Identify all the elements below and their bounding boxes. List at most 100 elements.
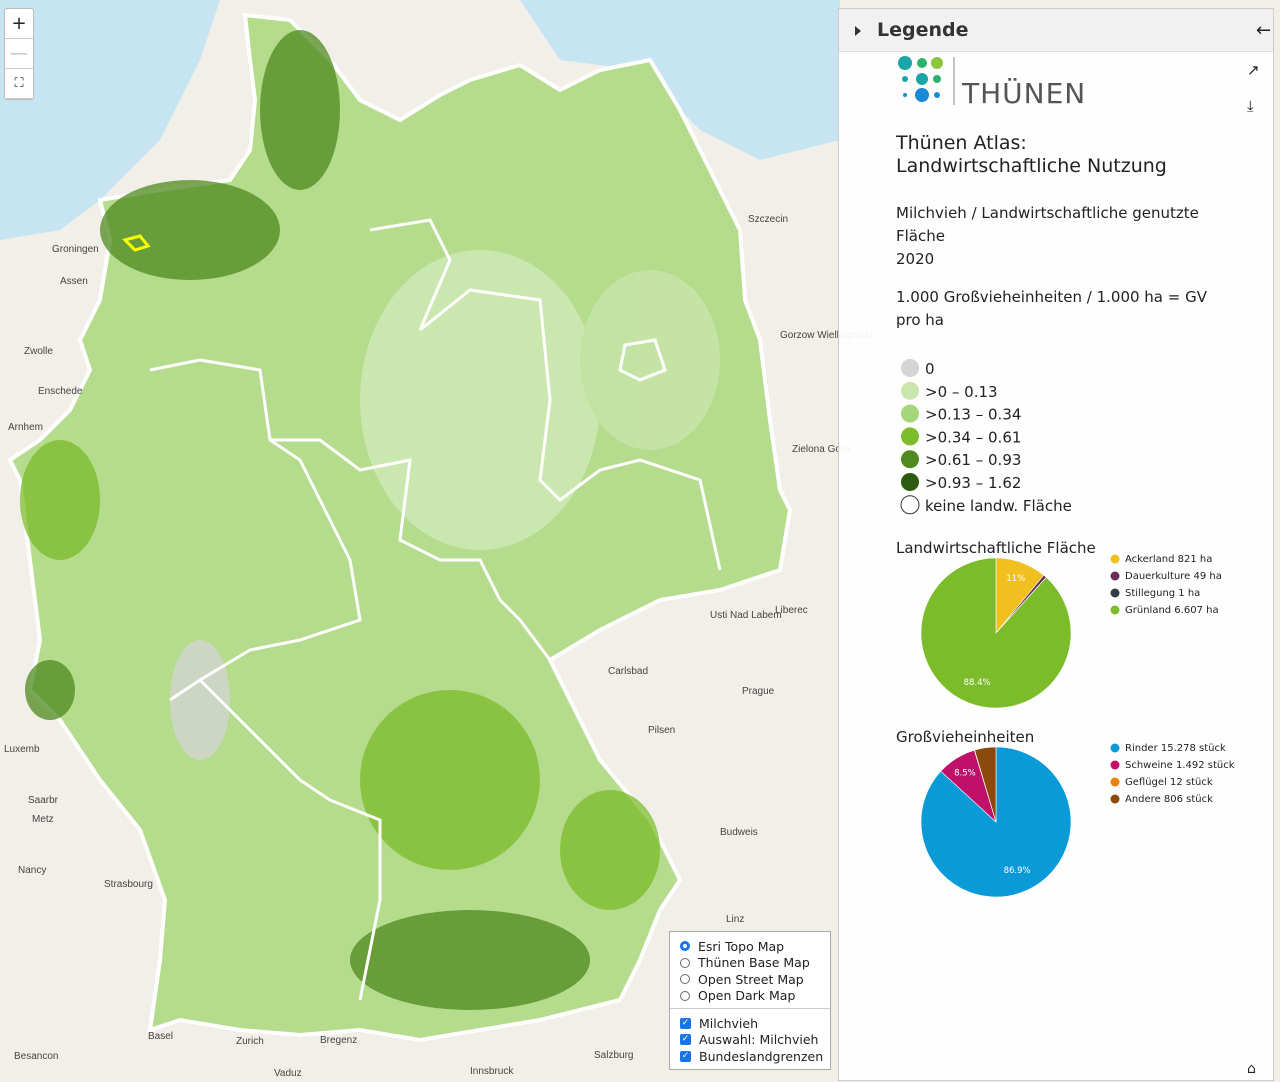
legend-entry: Rinder 15.278 stück	[1125, 743, 1226, 754]
toggle[interactable]: ✓	[680, 1050, 691, 1062]
toggle[interactable]: ✓	[680, 1017, 691, 1029]
legend-swatch	[1110, 794, 1120, 804]
home-icon[interactable]: ⌂	[1247, 1061, 1256, 1077]
legend-subtitle: Milchvieh / Landwirtschaftliche genutzte	[896, 204, 1199, 222]
legend-entry: Ackerland 821 ha	[1125, 554, 1212, 565]
pie-slice	[974, 746, 997, 823]
class-label: >0.61 – 0.93	[925, 451, 1021, 469]
place-label: Arnhem	[8, 422, 43, 433]
class-swatch	[900, 495, 920, 515]
legend-content: ← THÜNEN Thünen Atlas:Landwirtschaftlich…	[855, 20, 1271, 1077]
place-label: Luxemb	[4, 744, 40, 755]
download-icon[interactable]: ⤓	[1247, 97, 1254, 115]
legend-swatch	[1110, 588, 1120, 598]
toggle[interactable]	[680, 974, 690, 985]
class-swatch	[901, 427, 919, 446]
pie-slice	[920, 557, 1072, 709]
logo-dots	[898, 56, 955, 105]
place-label: Innsbruck	[470, 1066, 514, 1077]
class-swatch	[901, 381, 919, 400]
place-label: Basel	[148, 1031, 173, 1042]
layer-label: Esri Topo Map	[698, 938, 785, 954]
open-icon[interactable]: ↗	[1247, 61, 1260, 79]
layer-label: Thünen Base Map	[698, 955, 810, 971]
overlay-option[interactable]: ✓ Auswahl: Milchvieh	[670, 1032, 830, 1049]
class-label: >0 – 0.13	[925, 383, 998, 401]
legend-unit: pro ha	[896, 311, 944, 329]
toggle[interactable]: ✓	[680, 1034, 691, 1046]
place-label: Liberec	[775, 605, 808, 616]
place-label: Zwolle	[24, 346, 53, 357]
basemap-option[interactable]: Thünen Base Map	[670, 955, 830, 972]
slice-label: 8.5%	[954, 768, 976, 778]
place-label: Gorzow Wielkopolski	[780, 330, 873, 341]
separator	[670, 1008, 830, 1009]
class-label: 0	[925, 360, 935, 378]
place-label: Strasbourg	[104, 879, 153, 890]
place-label: Metz	[32, 814, 54, 825]
legend-entry: Grünland 6.607 ha	[1125, 605, 1219, 616]
toggle[interactable]	[680, 990, 690, 1001]
toggle[interactable]	[680, 957, 690, 968]
legend-swatch	[1110, 777, 1120, 787]
class-swatch	[901, 450, 919, 469]
collapse-arrow[interactable]	[855, 26, 861, 36]
place-label: Salzburg	[594, 1050, 633, 1061]
place-label: Usti Nad Labem	[710, 610, 782, 621]
place-label: Carlsbad	[608, 666, 648, 677]
legend-entry: Stillegung 1 ha	[1125, 588, 1200, 599]
basemap-option[interactable]: Esri Topo Map	[670, 938, 830, 955]
legend-entry: Andere 806 stück	[1125, 794, 1213, 805]
class-label: >0.34 – 0.61	[925, 428, 1021, 446]
close-arrow[interactable]: ←	[1256, 20, 1271, 41]
layer-label: Open Street Map	[698, 971, 804, 987]
class-label: >0.93 – 1.62	[925, 474, 1021, 492]
place-label: Vaduz	[274, 1068, 302, 1079]
legend-swatch	[1110, 605, 1120, 615]
class-swatch	[901, 404, 919, 423]
slice-label: 86.9%	[1004, 866, 1031, 876]
layer-label: Open Dark Map	[698, 988, 796, 1004]
legend-header[interactable]: Legende	[839, 9, 1273, 52]
sea	[0, 0, 840, 240]
basemap-option[interactable]: Open Dark Map	[670, 988, 830, 1005]
overlay-option[interactable]: ✓ Milchvieh	[670, 1015, 830, 1032]
zoom-out[interactable]: —	[5, 39, 33, 69]
legend-swatch	[1110, 743, 1120, 753]
legend-entry: Schweine 1.492 stück	[1125, 760, 1235, 771]
place-label: Nancy	[18, 865, 46, 876]
place-label: Besancon	[14, 1051, 58, 1062]
layer-label: Bundeslandgrenzen	[699, 1048, 824, 1064]
full-extent[interactable]: ⛶	[5, 69, 33, 99]
place-label: Szczecin	[748, 214, 788, 225]
place-label: Groningen	[52, 244, 99, 255]
place-label: Zielona Gora	[792, 444, 850, 455]
legend-entry: Dauerkulture 49 ha	[1125, 571, 1222, 582]
place-label: Saarbr	[28, 795, 59, 806]
legend-swatch	[1110, 554, 1120, 564]
zoom-control: + — ⛶	[4, 8, 34, 100]
slice-label: 88.4%	[964, 678, 991, 688]
selection	[122, 234, 151, 252]
layer-control: Esri Topo Map Thünen Base Map Open Street …	[669, 931, 831, 1070]
class-label: >0.13 – 0.34	[925, 406, 1021, 424]
overlay-option[interactable]: ✓ Bundeslandgrenzen	[670, 1048, 830, 1065]
basemap-option[interactable]: Open Street Map	[670, 971, 830, 988]
logo-text: THÜNEN	[961, 76, 1086, 110]
place-label: Budweis	[720, 827, 758, 838]
map-labels: Groningen Assen Zwolle Enschede Arnhem Szczec…	[4, 214, 873, 1079]
layer-label: Milchvieh	[699, 1015, 759, 1031]
legend-entry: Geflügel 12 stück	[1125, 777, 1213, 788]
toggle[interactable]	[680, 941, 690, 952]
class-swatch	[901, 359, 919, 377]
class-label: keine landw. Fläche	[925, 497, 1072, 515]
place-label: Prague	[742, 686, 775, 697]
place-label: Bregenz	[320, 1035, 357, 1046]
slice-label: 11%	[1006, 574, 1025, 584]
zoom-in[interactable]: +	[5, 9, 33, 39]
legend-swatch	[1110, 571, 1120, 581]
place-label: Zurich	[236, 1036, 264, 1047]
legend-subtitle: 2020	[896, 250, 934, 268]
